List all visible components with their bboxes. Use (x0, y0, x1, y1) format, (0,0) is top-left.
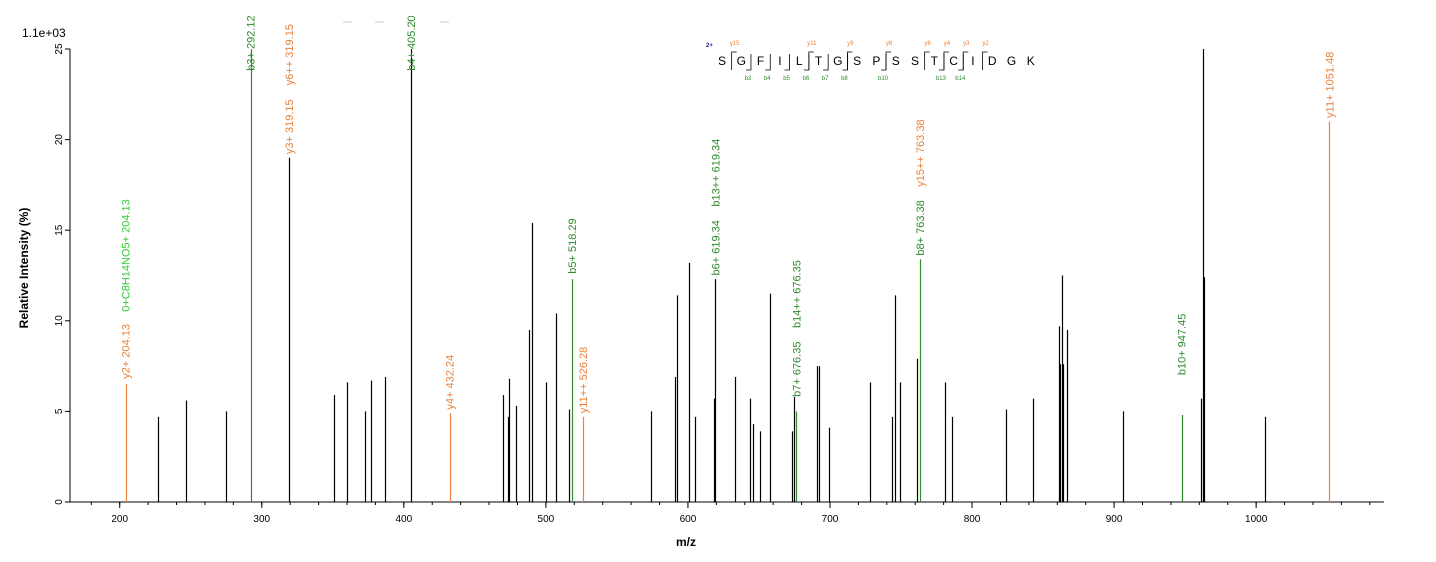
intensity-scale-label: 1.1e+03 (22, 26, 66, 40)
b-ion-bracket (958, 54, 964, 71)
residue: L (796, 54, 803, 68)
b-ion-bracket (938, 54, 945, 71)
residue: P (872, 54, 880, 68)
b-ion-bracket (842, 54, 848, 71)
b-ion-label: b3 (745, 76, 752, 82)
y-ion-bracket (885, 51, 892, 70)
peak-annotation: y11+ 1051.48 (1324, 52, 1336, 118)
peak-annotation: b8+ 763.38 (915, 200, 927, 255)
y-ion-label: y8 (886, 41, 893, 47)
b-ion-label: b14 (955, 76, 966, 82)
y-ion-label: y3 (963, 41, 970, 47)
residue: T (815, 54, 823, 68)
x-tick-label: 300 (253, 514, 270, 525)
y-ion-label: y6 (924, 41, 931, 47)
y-ion-label: y11 (807, 41, 817, 47)
peak-annotation: y4+ 432.24 (445, 355, 457, 410)
x-tick-label: 700 (822, 514, 839, 525)
b-ion-label: b6 (803, 76, 810, 82)
b-ion-label: b5 (783, 76, 790, 82)
y-ion-label: y15 (730, 41, 740, 47)
b-ion-label: b4 (764, 76, 771, 82)
y-ion-bracket (847, 51, 853, 70)
x-tick-label: 1000 (1245, 514, 1268, 525)
peak-annotation: y6++ 319.15 (284, 24, 296, 85)
peak-annotation: b5+ 518.29 (567, 218, 579, 273)
x-tick-label: 800 (964, 514, 981, 525)
residue: F (757, 54, 764, 68)
x-tick-label: 500 (538, 514, 555, 525)
residue: C (949, 54, 958, 68)
residue: D (988, 54, 997, 68)
residue: I (778, 54, 781, 68)
b-ion-bracket (881, 54, 887, 71)
residue: K (1027, 54, 1035, 68)
peptide-sequence-map: 2+S G F I L T G S P S S T C I D G Kb3 b4 b5 b6 b7 b8 b10 b13 b14… (706, 41, 1035, 82)
peak-annotation: b7+ 676.35 (791, 342, 803, 397)
b-ion-bracket (823, 54, 829, 71)
residue: G (737, 54, 746, 68)
x-axis-label: m/z (676, 535, 696, 549)
x-tick-label: 600 (680, 514, 697, 525)
y-tick-label: 0 (54, 499, 65, 505)
peak-annotation: 0+C8H14NO5+ 204.13 (121, 199, 133, 312)
y-ion-bracket (982, 51, 988, 70)
b-ion-label: b13 (936, 76, 947, 82)
y-ion-bracket (943, 51, 949, 70)
b-ion-label: b8 (841, 76, 848, 82)
x-tick-label: 400 (395, 514, 412, 525)
y-ion-bracket (808, 51, 814, 70)
peak-annotation: y2+ 204.13 (121, 324, 133, 379)
residue: S (853, 54, 861, 68)
y-ion-bracket (962, 51, 969, 70)
precursor-charge: 2+ (706, 43, 713, 49)
y-tick-label: 5 (54, 408, 65, 414)
peak-annotation: y11++ 526.28 (578, 347, 590, 413)
b-ion-label: b10 (878, 76, 889, 82)
residue: S (911, 54, 919, 68)
b-ion-label: b7 (822, 76, 829, 82)
y-ion-bracket (924, 51, 930, 70)
peak-annotation: b4+ 405.20 (406, 15, 418, 70)
peak-annotation: b3+ 292.12 (246, 15, 258, 70)
x-tick-label: 900 (1106, 514, 1123, 525)
b-ion-bracket (784, 54, 790, 71)
y-ion-label: y4 (944, 41, 951, 47)
peak-annotation: b6+ 619.34 (710, 220, 722, 275)
peak-annotation: b14++ 676.35 (791, 260, 803, 328)
y-ion-bracket (731, 51, 737, 70)
y-ion-label: y2 (982, 41, 989, 47)
b-ion-bracket (745, 54, 752, 71)
y-axis-label: Relative Intensity (%) (17, 208, 31, 329)
y-tick-label: 10 (54, 315, 65, 327)
residue: S (892, 54, 900, 68)
peak-labels-layer: y2+ 204.13 0+C8H14NO5+ 204.13 b3+ 292.12 y3… (121, 15, 1337, 413)
peak-annotation: y3+ 319.15 (284, 99, 296, 154)
y-tick-label: 20 (54, 134, 65, 146)
residue: I (971, 54, 974, 68)
b-ion-bracket (765, 54, 771, 71)
y-tick-label: 25 (54, 43, 65, 55)
axes: 0 5 10 15 20 25 200 300 400 500 600 700 800 900 1000 (54, 43, 1384, 525)
residue: G (1007, 54, 1016, 68)
residue: S (718, 54, 726, 68)
residue: T (931, 54, 939, 68)
x-tick-label: 200 (111, 514, 128, 525)
residue: G (833, 54, 842, 68)
peak-annotation: b10+ 947.45 (1177, 314, 1189, 375)
b-ion-bracket (803, 54, 810, 71)
peak-annotation: b13++ 619.34 (710, 139, 722, 207)
peaks-layer (125, 49, 1331, 502)
y-tick-label: 15 (54, 224, 65, 236)
y-ion-label: y9 (847, 41, 854, 47)
peak-annotation: y15++ 763.38 (915, 119, 927, 186)
